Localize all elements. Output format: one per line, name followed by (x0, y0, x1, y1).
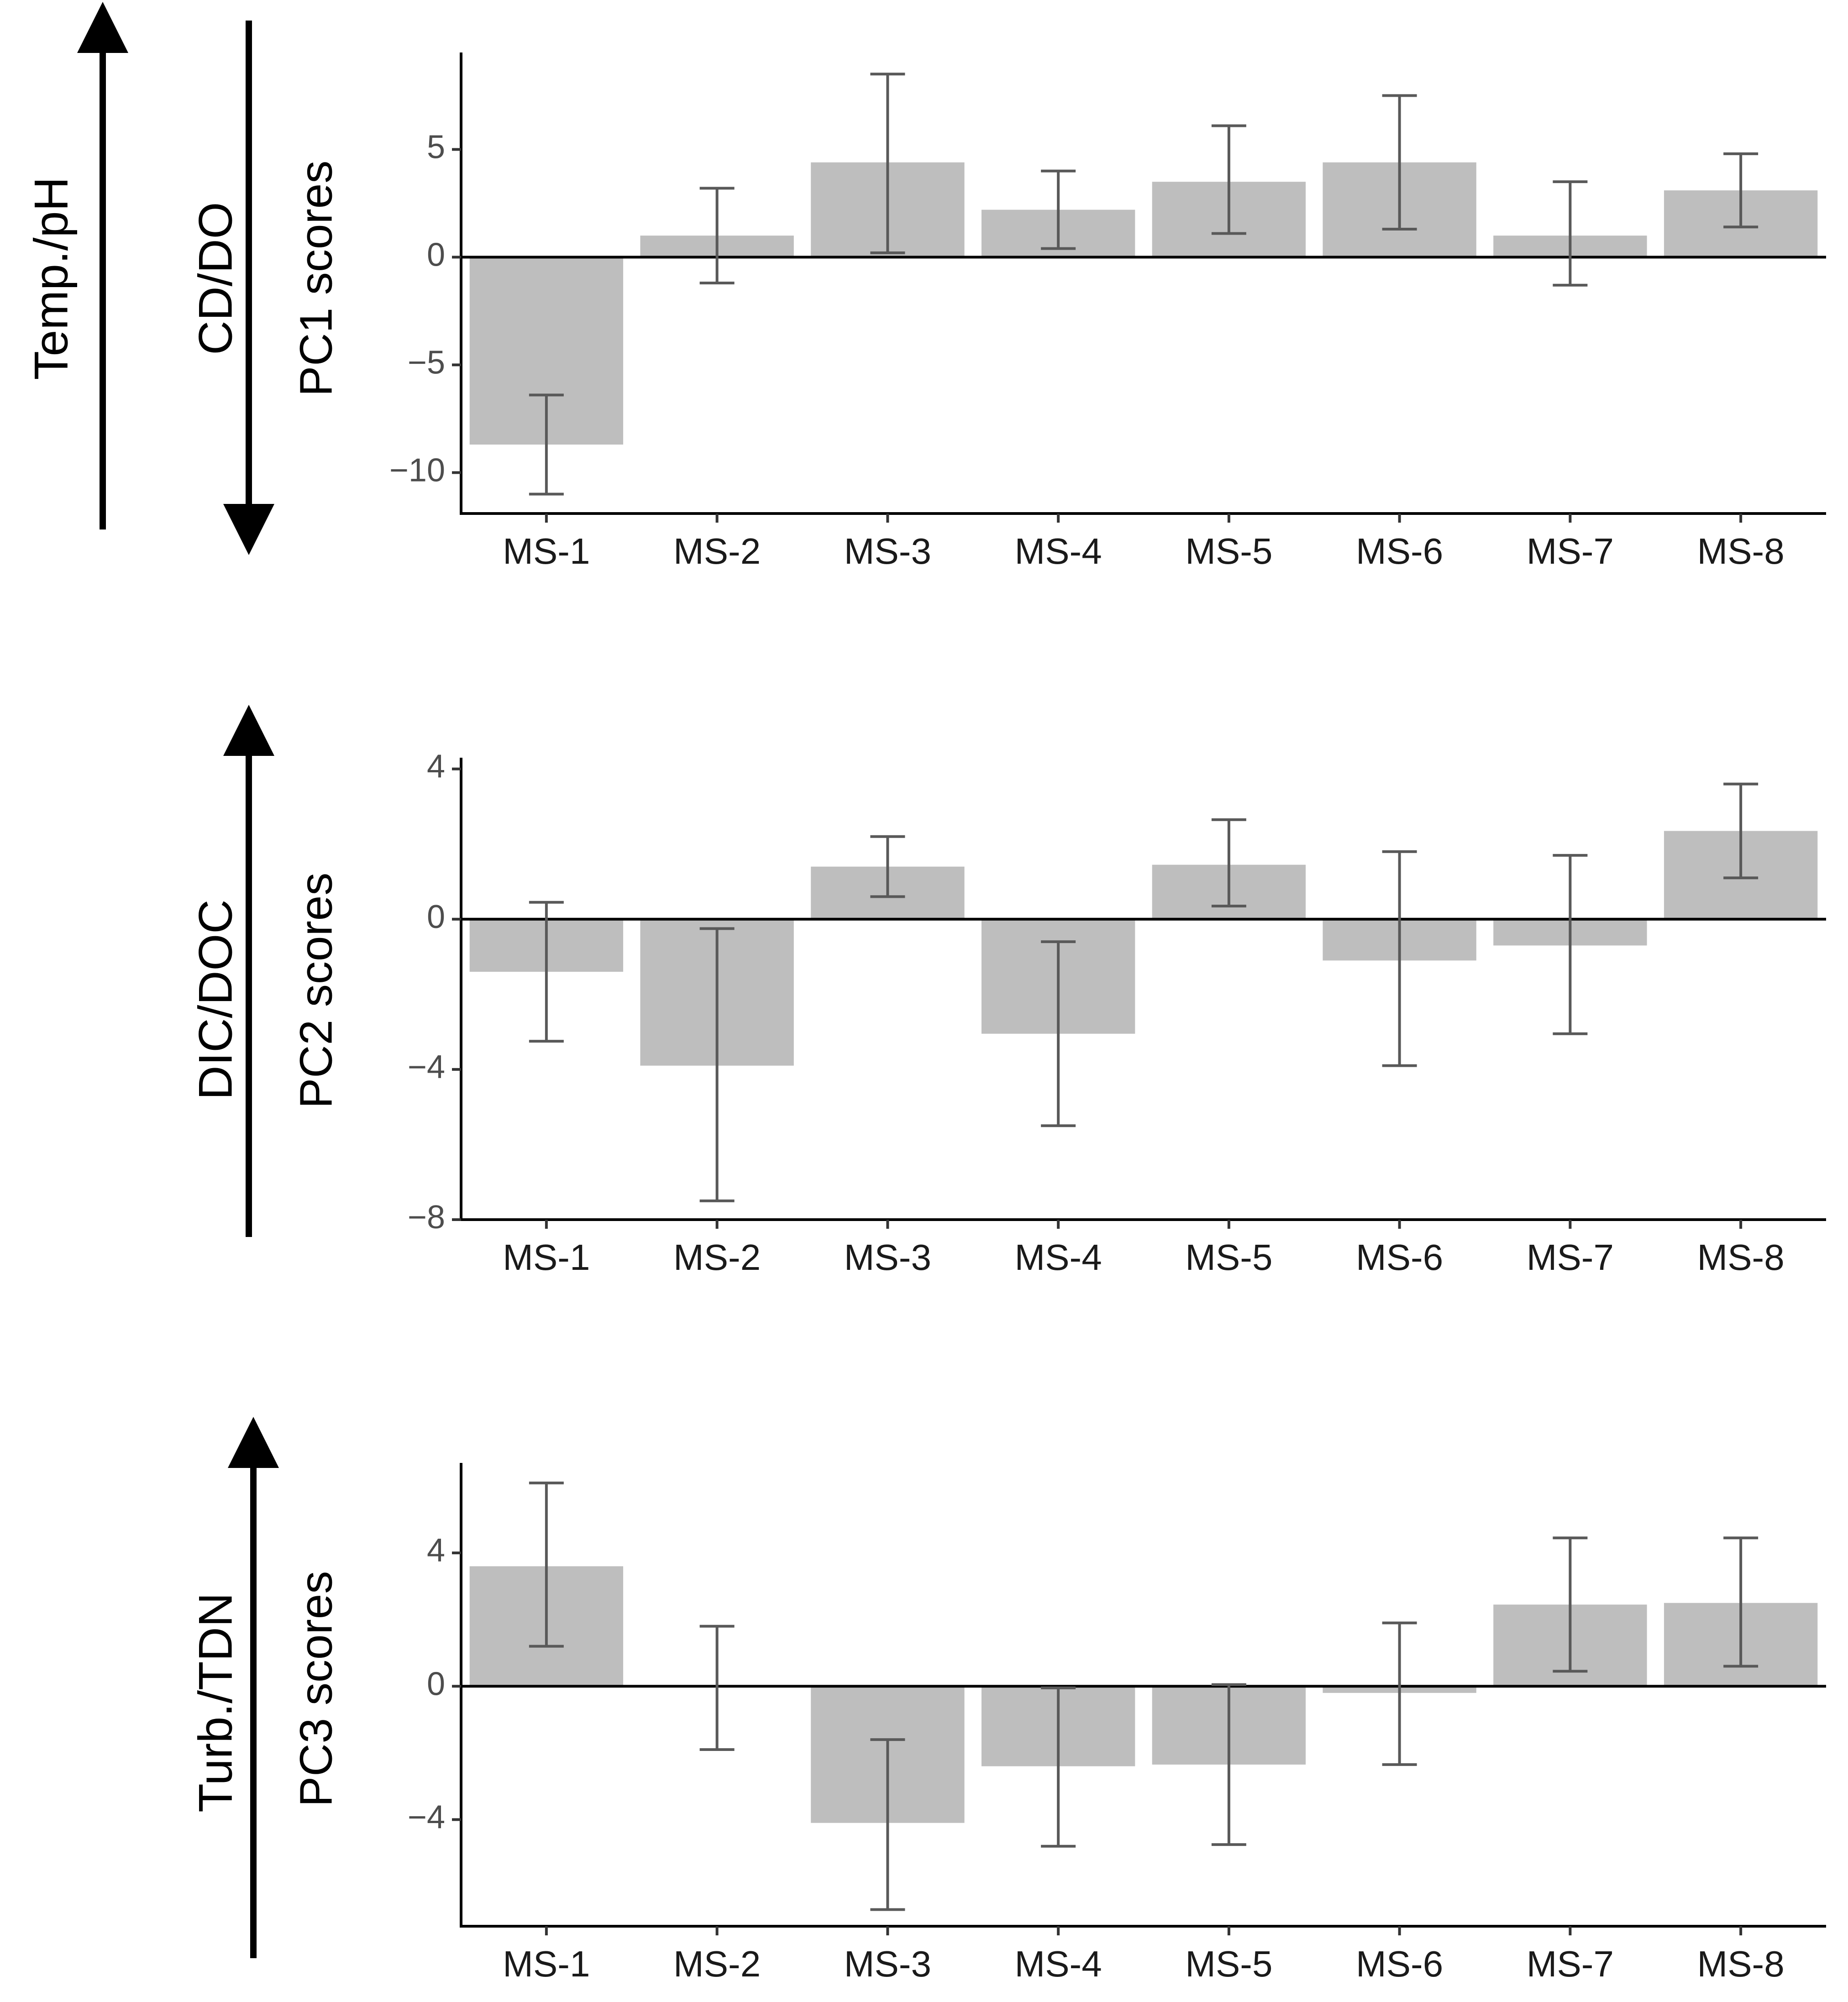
pc3-xtick-label: MS-6 (1356, 1944, 1443, 1984)
pc1-xtick-label: MS-7 (1527, 531, 1614, 571)
pc1-ytick-label: −5 (408, 344, 445, 381)
pc3-xtick-label: MS-8 (1697, 1944, 1785, 1984)
pc3-panel: Turb./TDN PC3 scores −4 0 4 MS-1 MS-2 MS-3 MS-… (189, 1417, 1826, 1984)
pc2-xtick-label: MS-3 (844, 1237, 931, 1278)
pc1-y-axis-title: PC1 scores (290, 161, 341, 397)
pc2-xtick-label: MS-7 (1527, 1237, 1614, 1278)
pc2-xtick-label: MS-4 (1015, 1237, 1102, 1278)
pc3-y-axis-title: PC3 scores (290, 1571, 341, 1807)
pc1-plot-area: −10 −5 0 5 MS-1 MS-2 MS-3 MS-4 MS-5 MS-6 MS-7 MS-8 (389, 52, 1826, 571)
pc3-xtick-label: MS-7 (1527, 1944, 1614, 1984)
pc3-ytick-label: 4 (427, 1532, 445, 1569)
pc1-errorbar-ms-7 (1553, 180, 1588, 287)
pc1-errorbar-ms-3 (870, 73, 905, 254)
pc2-errorbar-ms-2 (699, 927, 735, 1202)
pc3-ytick-label: −4 (408, 1799, 445, 1835)
pc3-xtick-label: MS-1 (503, 1944, 590, 1984)
pc2-panel: DIC/DOC PC2 scores −8 −4 0 4 MS-1 MS-2 MS-3 MS-… (189, 705, 1826, 1278)
pc1-errorbar-ms-1 (529, 393, 564, 496)
pc1-errorbar-ms-4 (1041, 169, 1076, 250)
pc1-xtick-label: MS-4 (1015, 531, 1102, 571)
pc3-ytick-label: 0 (427, 1666, 445, 1702)
pc3-xtick-label: MS-4 (1015, 1944, 1102, 1984)
pc2-errorbar-ms-5 (1211, 818, 1246, 907)
pc2-errorbar-ms-7 (1553, 854, 1588, 1035)
pc2-xtick-label: MS-1 (503, 1237, 590, 1278)
pc3-errorbar-ms-4 (1041, 1686, 1076, 1848)
pc3-xtick-label: MS-2 (673, 1944, 761, 1984)
pc1-xtick-label: MS-5 (1185, 531, 1272, 571)
pc1-xtick-label: MS-3 (844, 531, 931, 571)
pc3-errorbar-ms-5 (1211, 1683, 1246, 1846)
pc2-ytick-label: −8 (408, 1199, 445, 1236)
pc2-errorbar-ms-6 (1382, 850, 1417, 1067)
pc2-errorbar-ms-4 (1041, 940, 1076, 1127)
pc1-ytick-label: −10 (389, 452, 445, 488)
pc3-errorbar-ms-1 (529, 1481, 564, 1648)
pc1-errorbar-ms-6 (1382, 94, 1417, 231)
pc1-errorbar-ms-8 (1723, 152, 1759, 229)
pc2-y-axis-title: PC2 scores (290, 873, 341, 1109)
pc3-errorbar-ms-6 (1382, 1621, 1417, 1766)
pc2-errorbar-ms-1 (529, 901, 564, 1043)
pc3-errorbar-ms-3 (870, 1738, 905, 1911)
pc2-ytick-label: −4 (408, 1049, 445, 1085)
pc3-xtick-label: MS-3 (844, 1944, 931, 1984)
pc1-xtick-label: MS-6 (1356, 531, 1443, 571)
pc3-xtick-label: MS-5 (1185, 1944, 1272, 1984)
pc2-xtick-label: MS-2 (673, 1237, 761, 1278)
temp-ph-label: Temp./pH (25, 177, 78, 380)
dic-doc-label: DIC/DOC (189, 899, 242, 1100)
pc1-errorbar-ms-5 (1211, 124, 1246, 235)
pc2-ytick-label: 0 (427, 899, 445, 935)
pc1-panel: Temp./pH CD/DO PC1 scores −10 −5 0 5 MS-1 MS-… (25, 2, 1826, 571)
pc2-errorbar-ms-8 (1723, 782, 1759, 880)
pc3-errorbar-ms-7 (1553, 1536, 1588, 1673)
pc2-xtick-label: MS-5 (1185, 1237, 1272, 1278)
pc1-errorbar-ms-2 (699, 187, 735, 284)
pc3-errorbar-ms-2 (699, 1625, 735, 1751)
pc3-plot-area: −4 0 4 MS-1 MS-2 MS-3 MS-4 MS-5 MS-6 MS-7 MS-8 (408, 1463, 1826, 1984)
pc2-xtick-label: MS-8 (1697, 1237, 1785, 1278)
pc2-xtick-label: MS-6 (1356, 1237, 1443, 1278)
pc3-errorbar-ms-8 (1723, 1536, 1759, 1668)
pc2-ytick-label: 4 (427, 749, 445, 785)
cd-do-label: CD/DO (189, 202, 242, 355)
pc2-errorbar-ms-3 (870, 835, 905, 898)
pc1-ytick-label: 0 (427, 236, 445, 273)
pc1-ytick-label: 5 (427, 129, 445, 165)
pc1-xtick-label: MS-2 (673, 531, 761, 571)
turb-tdn-label: Turb./TDN (189, 1593, 242, 1813)
pc1-xtick-label: MS-1 (503, 531, 590, 571)
pc1-xtick-label: MS-8 (1697, 531, 1785, 571)
pc2-plot-area: −8 −4 0 4 MS-1 MS-2 MS-3 MS-4 MS-5 MS-6 MS-7 MS-8 (408, 749, 1826, 1278)
